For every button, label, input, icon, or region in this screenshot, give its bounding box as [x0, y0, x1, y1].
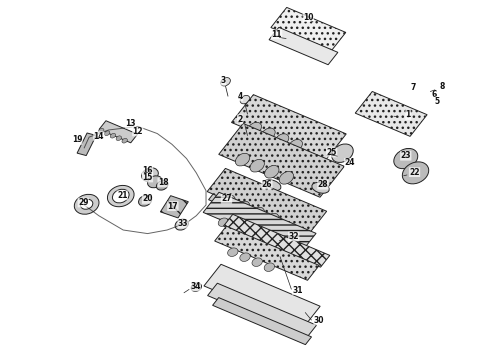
Ellipse shape — [98, 129, 104, 133]
Ellipse shape — [147, 176, 162, 188]
Ellipse shape — [289, 139, 302, 151]
Ellipse shape — [240, 95, 250, 104]
Ellipse shape — [221, 195, 235, 208]
Text: 28: 28 — [318, 180, 328, 189]
Ellipse shape — [235, 153, 250, 166]
Text: 18: 18 — [158, 178, 169, 187]
Bar — [204, 264, 320, 328]
Text: 19: 19 — [72, 135, 82, 144]
Ellipse shape — [402, 162, 429, 184]
Text: 33: 33 — [178, 219, 188, 228]
Ellipse shape — [264, 263, 274, 271]
Text: 26: 26 — [262, 180, 272, 189]
Bar — [215, 226, 319, 280]
Text: 10: 10 — [303, 13, 314, 22]
Ellipse shape — [228, 248, 238, 256]
Ellipse shape — [240, 227, 249, 236]
Text: 3: 3 — [220, 76, 226, 85]
Text: 17: 17 — [168, 202, 178, 211]
Ellipse shape — [248, 122, 262, 134]
Ellipse shape — [240, 253, 250, 261]
Ellipse shape — [250, 207, 265, 220]
Bar — [271, 8, 346, 53]
Ellipse shape — [107, 185, 134, 207]
Ellipse shape — [279, 171, 294, 184]
Ellipse shape — [265, 166, 279, 178]
Ellipse shape — [191, 283, 201, 292]
Text: 15: 15 — [143, 173, 153, 182]
Text: 21: 21 — [117, 191, 127, 200]
Ellipse shape — [220, 77, 230, 86]
Ellipse shape — [235, 201, 250, 214]
Ellipse shape — [332, 144, 353, 162]
Text: 30: 30 — [314, 316, 324, 325]
Text: 31: 31 — [293, 285, 303, 294]
Bar — [209, 189, 243, 210]
Ellipse shape — [112, 189, 129, 203]
Ellipse shape — [265, 213, 279, 226]
Ellipse shape — [110, 133, 116, 138]
Text: 22: 22 — [409, 168, 420, 177]
Text: 1: 1 — [406, 111, 411, 120]
Bar — [231, 95, 346, 162]
Text: 25: 25 — [326, 148, 337, 157]
Ellipse shape — [275, 134, 289, 145]
Text: 16: 16 — [142, 166, 153, 175]
Ellipse shape — [80, 199, 93, 209]
Bar — [355, 91, 427, 136]
Bar — [223, 214, 330, 267]
Ellipse shape — [263, 180, 281, 191]
Text: 27: 27 — [221, 194, 232, 203]
Bar — [77, 133, 96, 156]
Bar — [213, 298, 312, 345]
Bar — [207, 168, 327, 234]
Bar — [203, 192, 316, 253]
Text: 12: 12 — [133, 127, 143, 136]
Bar — [160, 196, 188, 218]
Bar — [208, 283, 317, 338]
Ellipse shape — [142, 168, 158, 181]
Ellipse shape — [156, 181, 168, 190]
Text: 20: 20 — [142, 194, 153, 203]
Text: 8: 8 — [440, 82, 445, 91]
Ellipse shape — [250, 159, 265, 172]
Ellipse shape — [240, 117, 250, 125]
Ellipse shape — [218, 218, 228, 226]
Ellipse shape — [104, 131, 110, 136]
Ellipse shape — [262, 128, 275, 140]
Text: 2: 2 — [238, 115, 243, 124]
Text: 14: 14 — [94, 131, 104, 140]
Ellipse shape — [122, 138, 127, 143]
Text: 23: 23 — [400, 151, 411, 160]
Text: 34: 34 — [190, 282, 200, 291]
Bar — [269, 27, 338, 65]
Text: 4: 4 — [238, 92, 243, 101]
Text: 32: 32 — [289, 232, 299, 241]
Ellipse shape — [394, 148, 418, 169]
Text: 29: 29 — [78, 198, 89, 207]
Ellipse shape — [229, 222, 239, 231]
Ellipse shape — [252, 258, 262, 266]
Ellipse shape — [250, 232, 260, 240]
Text: 7: 7 — [411, 83, 416, 92]
Bar — [219, 123, 344, 197]
Text: 24: 24 — [344, 158, 355, 167]
Text: 11: 11 — [271, 30, 282, 39]
Ellipse shape — [175, 219, 188, 230]
Ellipse shape — [139, 195, 152, 206]
Ellipse shape — [74, 194, 99, 214]
Bar — [99, 121, 138, 143]
Text: 6: 6 — [431, 90, 437, 99]
Ellipse shape — [261, 237, 271, 245]
Ellipse shape — [116, 136, 122, 140]
Text: 13: 13 — [125, 119, 136, 128]
Ellipse shape — [312, 183, 329, 193]
Text: 5: 5 — [435, 97, 440, 106]
